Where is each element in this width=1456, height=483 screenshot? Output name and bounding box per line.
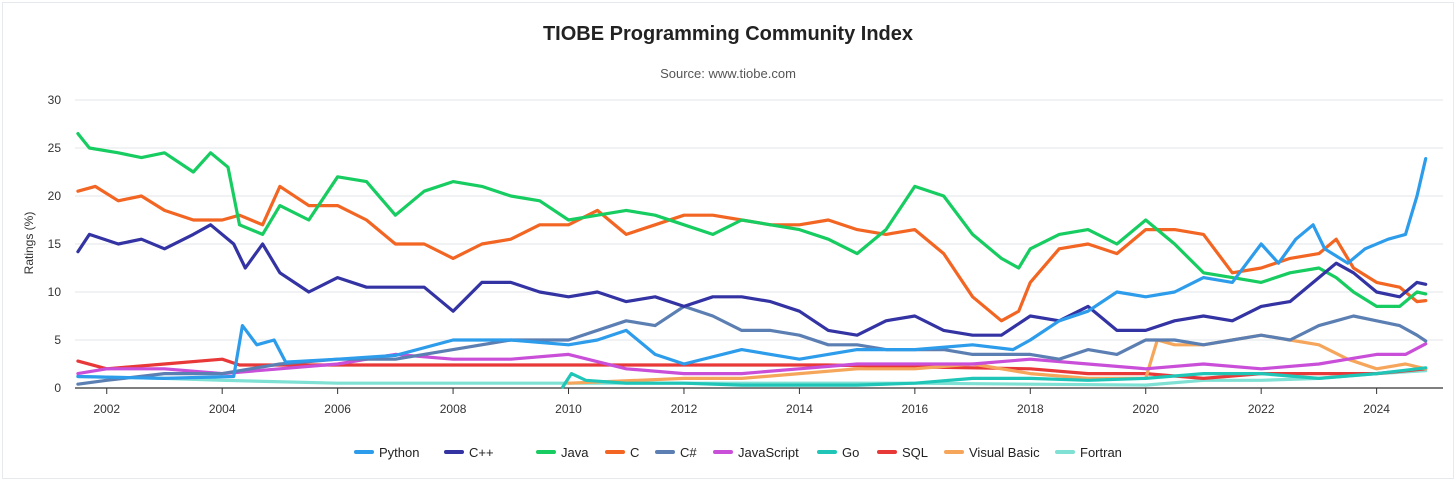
series-line-javascript	[76, 342, 1428, 376]
legend-label: JavaScript	[738, 445, 799, 460]
y-axis-label: Ratings (%)	[22, 212, 36, 275]
legend-item-javascript[interactable]: JavaScript	[713, 445, 799, 460]
y-tick-label: 15	[48, 237, 62, 251]
legend-label: Java	[561, 445, 589, 460]
x-tick-label: 2016	[901, 402, 928, 416]
legend-item-visual-basic[interactable]: Visual Basic	[944, 445, 1040, 460]
legend-label: Python	[379, 445, 419, 460]
legend-item-c[interactable]: C	[605, 445, 639, 460]
x-tick-label: 2008	[440, 402, 467, 416]
legend-item-go[interactable]: Go	[817, 445, 859, 460]
legend-item-sql[interactable]: SQL	[877, 445, 928, 460]
legend-label: SQL	[902, 445, 928, 460]
y-tick-label: 20	[48, 189, 62, 203]
legend-item-c-[interactable]: C++	[444, 445, 494, 460]
legend[interactable]: Python C++ Java C C# JavaScript Go SQL Visual Ba…	[354, 445, 1122, 460]
chart-title: TIOBE Programming Community Index	[542, 23, 914, 45]
x-tick-label: 2020	[1132, 402, 1159, 416]
x-tick-label: 2012	[671, 402, 698, 416]
series-line-c-	[76, 223, 1428, 337]
legend-label: Go	[842, 445, 859, 460]
x-tick-label: 2014	[786, 402, 813, 416]
x-tick-label: 2004	[209, 402, 236, 416]
legend-label: C	[630, 445, 639, 460]
grid	[75, 99, 1443, 389]
legend-item-java[interactable]: Java	[536, 445, 589, 460]
legend-item-fortran[interactable]: Fortran	[1055, 445, 1122, 460]
legend-label: Fortran	[1080, 445, 1122, 460]
series-group	[76, 132, 1428, 389]
legend-item-c-[interactable]: C#	[655, 445, 697, 460]
y-tick-label: 5	[54, 333, 61, 347]
legend-label: C++	[469, 445, 494, 460]
x-axis: 2002 2004 2006 2008 2010 2012 2014 2016 2018 2020…	[93, 388, 1390, 416]
line-chart: 0 5 10 15 20 25 30 2002 2004 2006 2008 2010 2012 201…	[22, 93, 1443, 460]
y-tick-label: 25	[48, 141, 62, 155]
series-line-python	[76, 157, 1428, 380]
x-tick-label: 2024	[1363, 402, 1390, 416]
legend-label: Visual Basic	[969, 445, 1040, 460]
x-tick-label: 2018	[1017, 402, 1044, 416]
y-tick-label: 10	[48, 285, 62, 299]
x-tick-label: 2010	[555, 402, 582, 416]
x-tick-label: 2002	[93, 402, 120, 416]
legend-label: C#	[680, 445, 697, 460]
x-tick-label: 2022	[1248, 402, 1275, 416]
chart-subtitle: Source: www.tiobe.com	[660, 66, 796, 81]
legend-item-python[interactable]: Python	[354, 445, 419, 460]
x-tick-label: 2006	[324, 402, 351, 416]
y-axis: 0 5 10 15 20 25 30	[48, 93, 62, 395]
y-tick-label: 30	[48, 93, 62, 107]
series-line-fortran	[76, 369, 1428, 387]
series-line-go	[561, 366, 1428, 389]
y-tick-label: 0	[54, 381, 61, 395]
